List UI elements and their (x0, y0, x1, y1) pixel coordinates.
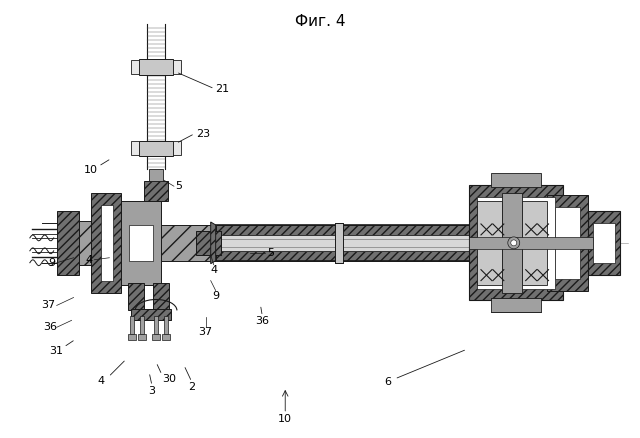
Bar (547, 195, 588, 290)
Text: 4: 4 (210, 265, 217, 275)
Bar (554, 207, 580, 279)
Text: 36: 36 (43, 322, 57, 332)
Bar (221, 235, 474, 251)
Text: 4: 4 (86, 255, 93, 265)
Bar (196, 231, 221, 255)
Bar (139, 59, 173, 75)
Text: 6: 6 (384, 377, 391, 387)
Bar (469, 185, 563, 300)
Bar (173, 141, 181, 155)
Text: 5: 5 (175, 181, 182, 191)
Text: 36: 36 (255, 316, 269, 326)
Bar (144, 181, 168, 201)
Text: 31: 31 (50, 346, 64, 356)
Bar (522, 201, 547, 285)
Text: 9: 9 (212, 290, 220, 300)
Bar (162, 334, 170, 340)
Bar (491, 298, 541, 312)
Text: 30: 30 (162, 374, 176, 384)
Circle shape (508, 237, 520, 249)
Bar (502, 193, 522, 293)
Text: 23: 23 (196, 128, 210, 138)
Bar (140, 316, 144, 334)
Text: Фиг. 4: Фиг. 4 (295, 14, 345, 29)
Text: 37: 37 (42, 300, 56, 311)
Bar (164, 316, 168, 334)
Bar (161, 225, 216, 261)
Bar (593, 223, 615, 263)
Bar (128, 283, 144, 311)
Bar (335, 223, 343, 263)
Text: 3: 3 (148, 386, 156, 396)
Bar (131, 309, 171, 320)
Bar (129, 225, 153, 261)
Text: 37: 37 (198, 327, 212, 337)
Bar (138, 334, 146, 340)
Text: 10: 10 (278, 414, 292, 424)
Bar (491, 173, 541, 187)
Circle shape (511, 240, 516, 246)
Bar (173, 60, 181, 74)
Bar (149, 170, 163, 181)
Bar (153, 283, 169, 311)
Bar (131, 141, 139, 155)
Text: 2: 2 (188, 382, 195, 392)
Bar (216, 251, 474, 261)
Bar (588, 211, 620, 275)
Text: 4: 4 (98, 376, 105, 386)
Bar (57, 211, 79, 275)
Bar (469, 237, 593, 249)
Bar (101, 205, 113, 281)
Bar (139, 141, 173, 156)
Bar (128, 334, 136, 340)
Bar (92, 193, 121, 293)
Text: 21: 21 (216, 84, 230, 94)
Bar (121, 201, 161, 285)
Bar (131, 60, 139, 74)
Text: 5: 5 (267, 248, 274, 258)
Bar (477, 197, 556, 289)
Bar (154, 316, 158, 334)
Bar (216, 225, 474, 235)
Text: 9: 9 (48, 258, 55, 268)
Bar (477, 201, 502, 285)
Bar (152, 334, 160, 340)
Bar (77, 221, 99, 265)
Bar (130, 316, 134, 334)
Polygon shape (211, 222, 216, 264)
Text: 10: 10 (83, 165, 97, 175)
